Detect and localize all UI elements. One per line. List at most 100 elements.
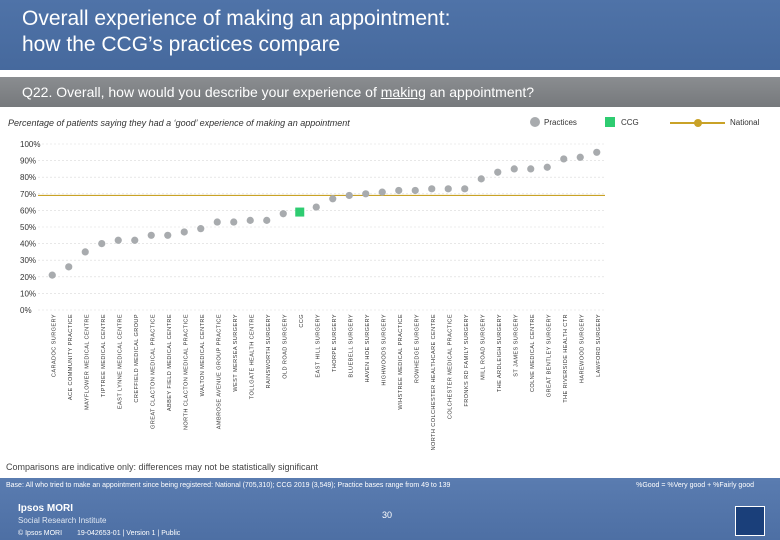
- legend-practices-swatch: [530, 117, 540, 127]
- category-label: GREAT BENTLEY SURGERY: [546, 314, 552, 397]
- practice-point: [362, 190, 370, 198]
- category-label: CREFFIELD MEDICAL GROUP: [134, 314, 140, 403]
- y-tick-label: 90%: [20, 157, 36, 166]
- category-label: NORTH COLCHESTER HEALTHCARE CENTRE: [431, 314, 437, 450]
- practice-point: [543, 163, 551, 171]
- category-label: NORTH CLACTON MEDICAL PRACTICE: [183, 314, 189, 430]
- category-label: EAST LYNNE MEDICAL CENTRE: [117, 314, 123, 409]
- category-label: GREAT CLACTON MEDICAL PRACTICE: [150, 314, 156, 429]
- ccg-point: [295, 207, 305, 217]
- practice-point: [461, 185, 469, 193]
- title-line-1: Overall experience of making an appointm…: [22, 7, 451, 30]
- category-label: THE ARDLEIGH SURGERY: [497, 314, 503, 392]
- category-label: EAST HILL SURGERY: [315, 314, 321, 378]
- y-tick-label: 60%: [20, 206, 36, 215]
- y-tick-label: 10%: [20, 289, 36, 298]
- category-label: WALTON MEDICAL CENTRE: [200, 314, 206, 396]
- category-label: ROWHEDGE SURGERY: [414, 314, 420, 383]
- practice-point: [329, 195, 337, 203]
- question-prefix: Q22. Overall, how would you describe you…: [22, 84, 381, 100]
- category-label: WIHSTREE MEDICAL PRACTICE: [398, 314, 404, 410]
- practice-point: [48, 271, 56, 279]
- page-title: Overall experience of making an appointm…: [22, 6, 450, 58]
- legend-national-swatch: [670, 119, 725, 127]
- category-label: TOLLGATE HEALTH CENTRE: [249, 314, 255, 399]
- practice-point: [444, 185, 452, 193]
- copyright: © Ipsos MORI: [18, 530, 63, 537]
- y-tick-label: 50%: [20, 223, 36, 232]
- title-line-2: how the CCG’s practices compare: [22, 33, 341, 56]
- y-tick-label: 80%: [20, 173, 36, 182]
- practice-point: [494, 168, 502, 176]
- category-label: BLUEBELL SURGERY: [348, 314, 354, 378]
- scale-definition: %Good = %Very good + %Fairly good: [636, 482, 754, 489]
- practice-point: [593, 148, 601, 156]
- practice-point: [411, 186, 419, 195]
- practice-point: [213, 218, 221, 226]
- institute-logo-text: Social Research Institute: [18, 516, 107, 525]
- question-suffix: an appointment?: [425, 84, 535, 100]
- category-label: HAVEN HOE SURGERY: [365, 314, 371, 382]
- practice-point: [576, 153, 584, 161]
- category-label: RAINSWORTH SURGERY: [266, 314, 272, 388]
- ipsos-logo-icon: [735, 506, 765, 536]
- y-tick-label: 0%: [20, 306, 32, 315]
- category-label: COLNE MEDICAL CENTRE: [530, 314, 536, 392]
- practice-point: [131, 236, 139, 244]
- practice-point: [164, 231, 172, 239]
- practice-point: [98, 240, 106, 248]
- practice-point: [477, 175, 485, 183]
- category-label: MILL ROAD SURGERY: [480, 314, 486, 380]
- category-label: THE RIVERSIDE HEALTH CTR: [563, 314, 569, 403]
- question-text: Q22. Overall, how would you describe you…: [22, 83, 534, 101]
- category-label: ST JAMES SURGERY: [513, 314, 519, 377]
- y-tick-label: 30%: [20, 256, 36, 265]
- legend-ccg-label: CCG: [621, 118, 639, 127]
- category-label: OLD ROAD SURGERY: [282, 314, 288, 379]
- practice-point: [345, 191, 353, 200]
- comparison-note: Comparisons are indicative only: differe…: [6, 462, 318, 472]
- practice-point: [428, 185, 436, 193]
- base-text: Base: All who tried to make an appointme…: [6, 482, 451, 489]
- scatter-chart: 0% 10% 20% 30% 40% 50% 60% 70% 80% 90% 100% CARADOC…: [20, 140, 605, 450]
- y-tick-label: 70%: [20, 190, 36, 199]
- practice-point: [263, 216, 271, 224]
- question-underlined: making: [380, 84, 426, 100]
- chart-legend: Practices CCG National: [530, 116, 780, 130]
- practice-point: [197, 225, 205, 233]
- practice-point: [180, 228, 188, 236]
- footer-bar: [0, 478, 780, 540]
- practice-point: [527, 165, 535, 173]
- legend-practices-label: Practices: [544, 118, 577, 127]
- practice-point: [510, 165, 518, 173]
- practice-point: [312, 203, 320, 211]
- y-tick-label: 100%: [20, 140, 40, 149]
- practice-point: [279, 210, 287, 218]
- question-bar: [0, 77, 780, 107]
- practice-point: [246, 216, 254, 224]
- chart-subtitle: Percentage of patients saying they had a…: [8, 118, 350, 128]
- category-label: TIPTREE MEDICAL CENTRE: [101, 314, 107, 397]
- category-label: CCG: [299, 314, 305, 328]
- category-label: MAYFLOWER MEDICAL CENTRE: [84, 314, 90, 410]
- legend-ccg-swatch: [605, 117, 615, 127]
- category-label: FRONKS RD FAMILY SURGERY: [464, 314, 470, 407]
- category-label: ABBEY FIELD MEDICAL CENTRE: [167, 314, 173, 411]
- category-label: CARADOC SURGERY: [51, 314, 57, 377]
- practice-point: [114, 236, 122, 244]
- category-label: AMBROSE AVENUE GROUP PRACTICE: [216, 314, 222, 429]
- practice-point: [81, 248, 89, 256]
- y-tick-label: 20%: [20, 273, 36, 282]
- category-label: WEST MERSEA SURGERY: [233, 314, 239, 392]
- ipsos-mori-logo-text: Ipsos MORI: [18, 503, 74, 514]
- page-number: 30: [382, 510, 393, 520]
- y-tick-label: 40%: [20, 240, 36, 249]
- practice-point: [65, 263, 73, 271]
- job-reference: 19-042653-01 | Version 1 | Public: [77, 530, 181, 537]
- category-label: THORPE SURGERY: [332, 314, 338, 372]
- header-bar: Overall experience of making an appointm…: [0, 0, 780, 70]
- practice-point: [147, 231, 155, 239]
- practice-point: [230, 218, 238, 226]
- practice-point: [395, 186, 403, 195]
- legend-national-label: National: [730, 118, 760, 127]
